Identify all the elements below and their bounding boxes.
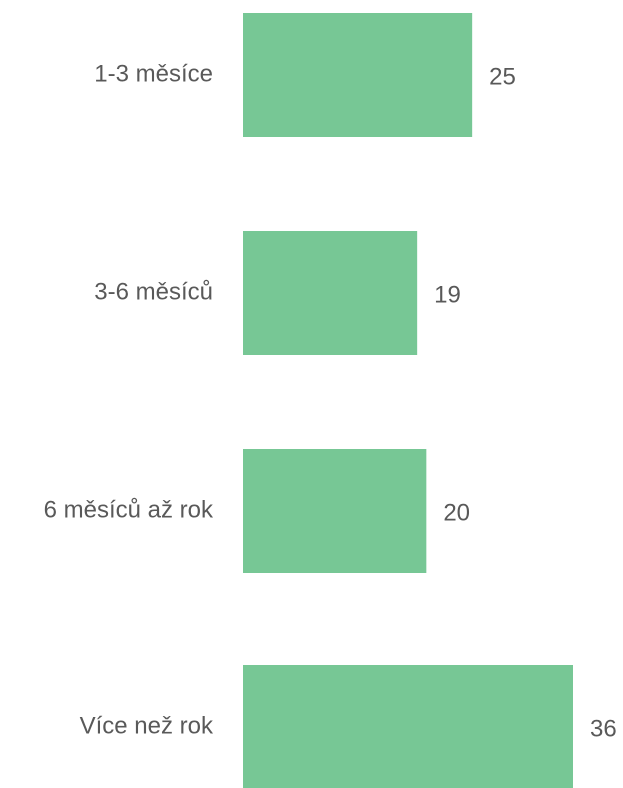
value-label: 25 xyxy=(489,63,516,90)
category-label: 3-6 měsíců xyxy=(94,278,213,305)
value-label: 20 xyxy=(443,499,470,526)
bar xyxy=(243,231,418,355)
value-label: 19 xyxy=(434,281,461,308)
value-label: 36 xyxy=(590,715,617,742)
bar xyxy=(243,449,427,573)
category-label: Více než rok xyxy=(80,712,214,739)
bar xyxy=(243,13,473,137)
category-label: 1-3 měsíce xyxy=(94,60,213,87)
bar xyxy=(243,665,573,788)
category-label: 6 měsíců až rok xyxy=(44,496,214,523)
